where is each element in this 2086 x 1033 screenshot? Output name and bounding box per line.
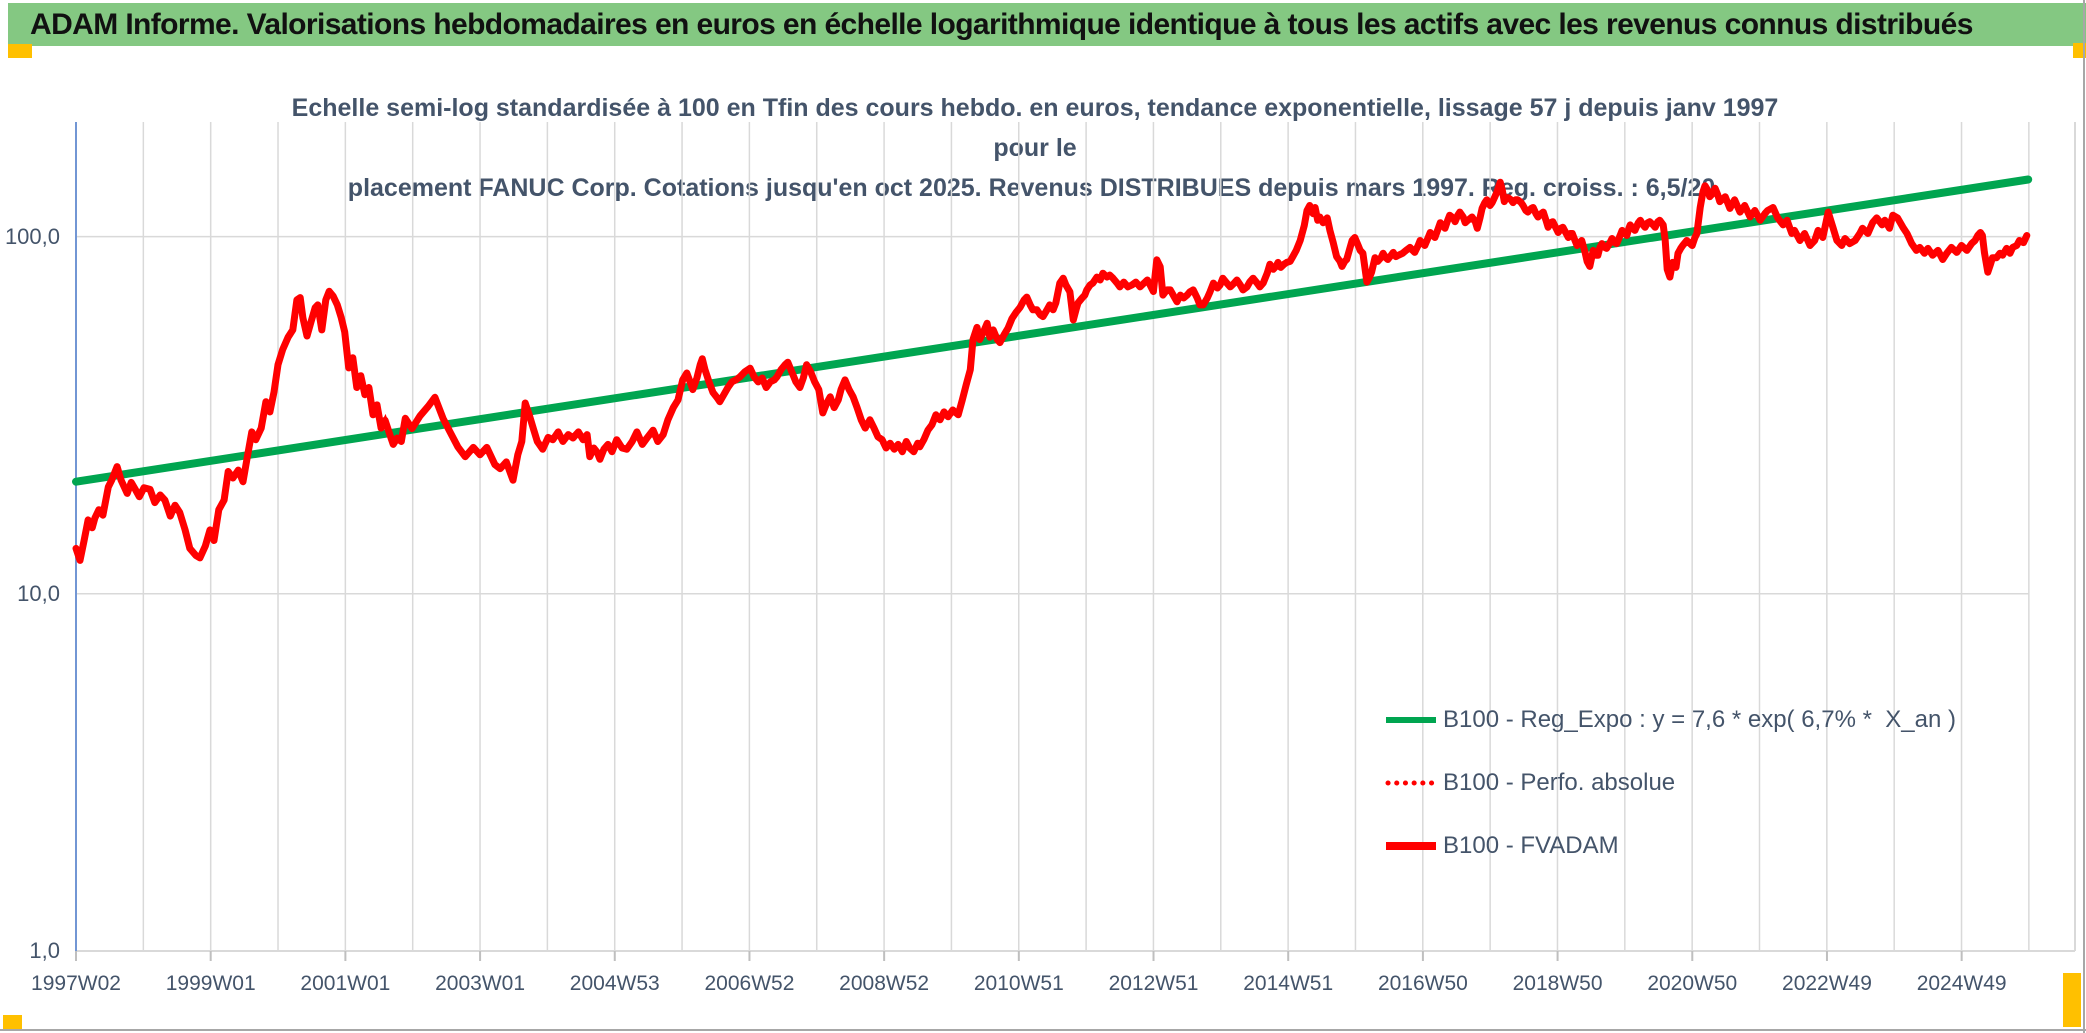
y-axis-label: 100,0	[4, 223, 60, 249]
title-banner: ADAM Informe. Valorisations hebdomadaire…	[8, 3, 2086, 46]
page-bottom-border	[0, 1029, 2086, 1031]
x-axis-label: 2010W51	[973, 972, 1064, 995]
x-axis-label: 2022W49	[1782, 972, 1872, 995]
x-axis-label: 2003W01	[435, 972, 526, 995]
corner-accent-bottom-right	[2063, 973, 2081, 1027]
x-axis-label: 2004W53	[569, 972, 660, 995]
series-reg-expo-trend	[72, 175, 2033, 486]
x-axis-label: 2001W01	[300, 972, 391, 995]
legend-label-fvadam: B100 - FVADAM	[1443, 831, 1619, 859]
x-axis-label: 2024W49	[1916, 972, 2007, 995]
chart-subtitle-line1: Echelle semi-log standardisée à 100 en T…	[291, 94, 1779, 162]
corner-accent-bottom-left	[3, 1015, 22, 1029]
x-axis-label: 2014W51	[1243, 972, 1334, 995]
x-axis-label: 2018W50	[1512, 972, 1603, 995]
x-axis-label: 2016W50	[1377, 972, 1468, 995]
x-axis-label: 2012W51	[1108, 972, 1199, 995]
y-axis-label: 1,0	[29, 938, 60, 963]
series-fvadam	[72, 178, 2031, 564]
x-axis-label: 1997W02	[31, 972, 121, 995]
legend-label-reg-expo: B100 - Reg_Expo : y = 7,6 * exp( 6,7% * …	[1443, 705, 1956, 733]
legend-label-perfo-absolue: B100 - Perfo. absolue	[1443, 768, 1676, 796]
legend-item-perfo-absolue: B100 - Perfo. absolue	[1385, 751, 1956, 814]
x-axis-label: 2020W50	[1647, 972, 1738, 995]
x-axis-label: 2006W52	[704, 972, 795, 995]
x-axis-label: 1999W01	[165, 972, 256, 995]
corner-accent-top-left	[8, 44, 32, 58]
y-axis-label: 10,0	[17, 580, 60, 606]
trend-line-sample-icon	[1386, 716, 1436, 723]
solid-line-sample-icon	[1386, 841, 1436, 850]
series-perfo-absolue	[73, 173, 2030, 571]
page-right-border	[2083, 0, 2085, 1033]
legend-item-reg-expo: B100 - Reg_Expo : y = 7,6 * exp( 6,7% * …	[1385, 688, 1956, 751]
chart-legend: B100 - Reg_Expo : y = 7,6 * exp( 6,7% * …	[1385, 688, 1956, 877]
x-axis-label: 2008W52	[839, 972, 930, 995]
corner-accent-top-right	[2073, 43, 2086, 58]
dotted-line-sample-icon	[1385, 780, 1437, 785]
legend-item-fvadam: B100 - FVADAM	[1385, 814, 1956, 877]
page-title: ADAM Informe. Valorisations hebdomadaire…	[30, 7, 1973, 41]
